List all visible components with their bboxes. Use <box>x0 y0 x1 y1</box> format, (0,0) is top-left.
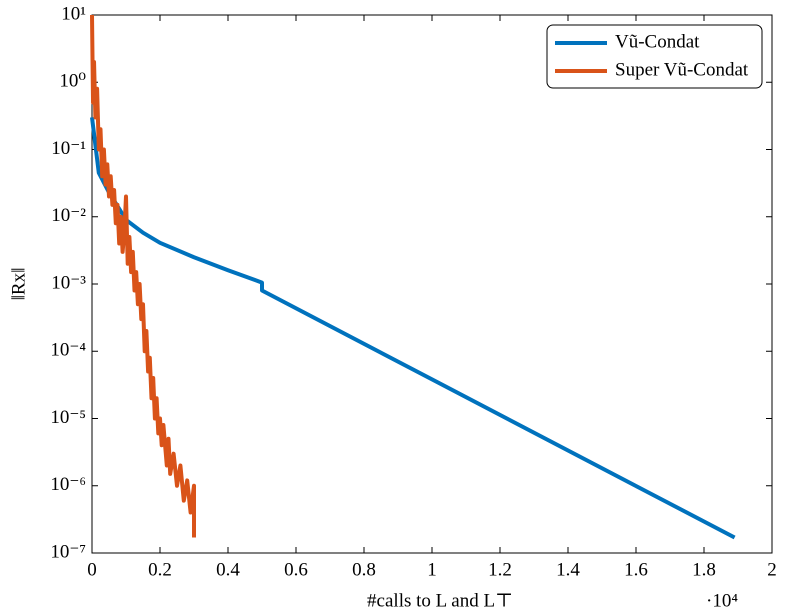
y-axis-label: ‖Rx‖ <box>8 268 29 301</box>
x-axis-label: #calls to L and L⊤ <box>367 590 513 611</box>
x-tick-label: 0.8 <box>352 559 376 580</box>
y-tick-label: 10⁻⁷ <box>50 541 86 562</box>
legend-label: Super Vũ-Condat <box>615 59 749 80</box>
x-tick-label: 0.2 <box>148 559 172 580</box>
y-tick-label: 10⁻⁶ <box>50 474 86 495</box>
y-tick-label: 10⁻² <box>51 205 86 226</box>
x-tick-label: 1 <box>427 559 437 580</box>
x-tick-label: 1.4 <box>556 559 580 580</box>
legend-label: Vũ-Condat <box>615 31 700 52</box>
plot-frame <box>91 14 773 554</box>
y-tick-label: 10⁻¹ <box>51 138 86 159</box>
data-line <box>90 117 736 540</box>
x-tick-label: 1.2 <box>488 559 512 580</box>
x-scale-label: ·10⁴ <box>706 590 738 611</box>
x-tick-label: 0.4 <box>216 559 240 580</box>
y-tick-label: 10⁰ <box>59 71 86 92</box>
x-tick-label: 0 <box>87 559 97 580</box>
x-tick-label: 0.6 <box>284 559 308 580</box>
x-tick-label: 1.6 <box>624 559 648 580</box>
y-tick-label: 10⁻⁴ <box>50 340 86 361</box>
x-tick-label: 1.8 <box>692 559 716 580</box>
y-tick-label: 10⁻⁵ <box>50 407 86 428</box>
x-tick-label: 2 <box>767 559 777 580</box>
y-tick-label: 10⁻³ <box>51 272 86 293</box>
y-tick-label: 10¹ <box>61 3 86 24</box>
data-line <box>90 14 196 538</box>
